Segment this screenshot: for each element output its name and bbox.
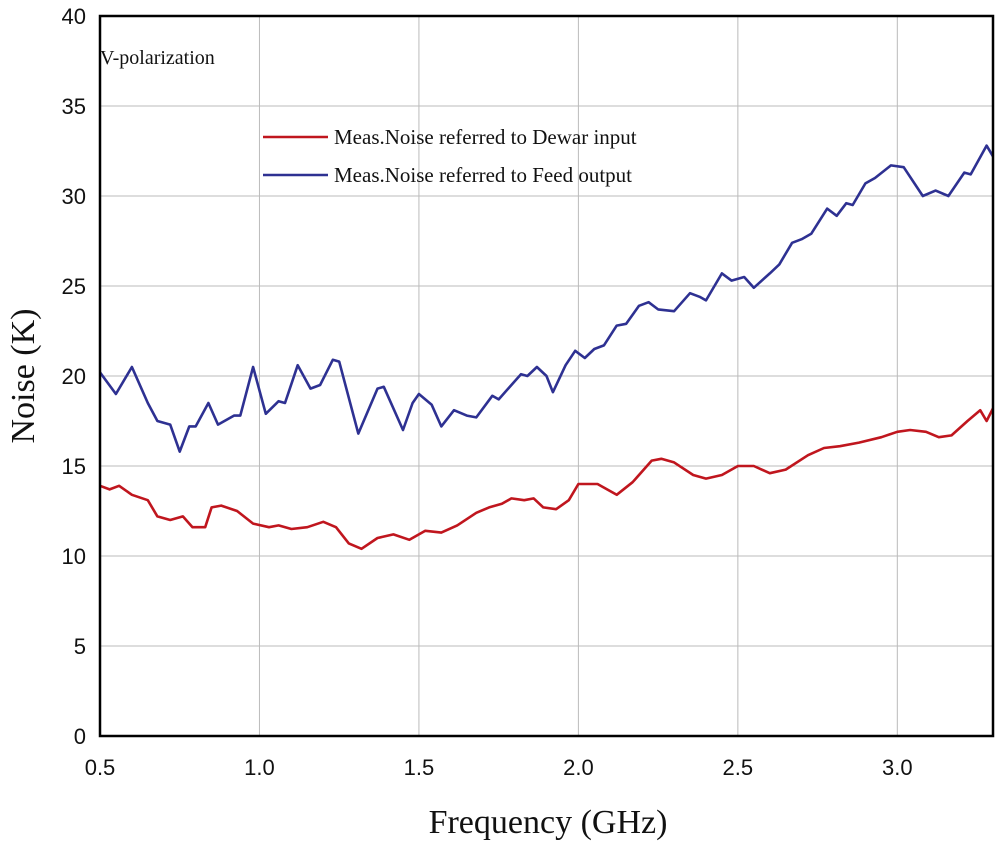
- legend-label-1: Meas.Noise referred to Dewar input: [334, 125, 637, 149]
- x-tick-label: 2.0: [563, 755, 594, 780]
- y-tick-label: 30: [62, 184, 86, 209]
- legend: Meas.Noise referred to Dewar input Meas.N…: [263, 125, 637, 187]
- series-lines: [98, 144, 995, 551]
- y-tick-label: 35: [62, 94, 86, 119]
- x-axis-label: Frequency (GHz): [429, 804, 668, 841]
- y-tick-label: 15: [62, 454, 86, 479]
- x-tick-labels: 0.5 1.0 1.5 2.0 2.5 3.0: [85, 755, 913, 780]
- x-tick-label: 2.5: [723, 755, 754, 780]
- y-axis-label: Noise (K): [5, 308, 42, 443]
- plot-frame: [98, 14, 995, 738]
- grid: [99, 15, 993, 737]
- series-line-1: [99, 407, 995, 551]
- y-tick-label: 40: [62, 4, 86, 29]
- x-tick-label: 0.5: [85, 755, 116, 780]
- y-tick-label: 25: [62, 274, 86, 299]
- y-tick-label: 10: [62, 544, 86, 569]
- y-tick-label: 20: [62, 364, 86, 389]
- annotation-label: V-polarization: [100, 47, 215, 69]
- y-tick-label: 0: [74, 724, 86, 749]
- y-tick-label: 5: [74, 634, 86, 659]
- legend-label-2: Meas.Noise referred to Feed output: [334, 163, 632, 187]
- x-tick-label: 1.0: [244, 755, 275, 780]
- series-line-2: [98, 144, 995, 453]
- y-tick-labels: 0 5 10 15 20 25 30 35 40: [62, 4, 86, 749]
- x-tick-label: 3.0: [882, 755, 913, 780]
- x-tick-label: 1.5: [404, 755, 435, 780]
